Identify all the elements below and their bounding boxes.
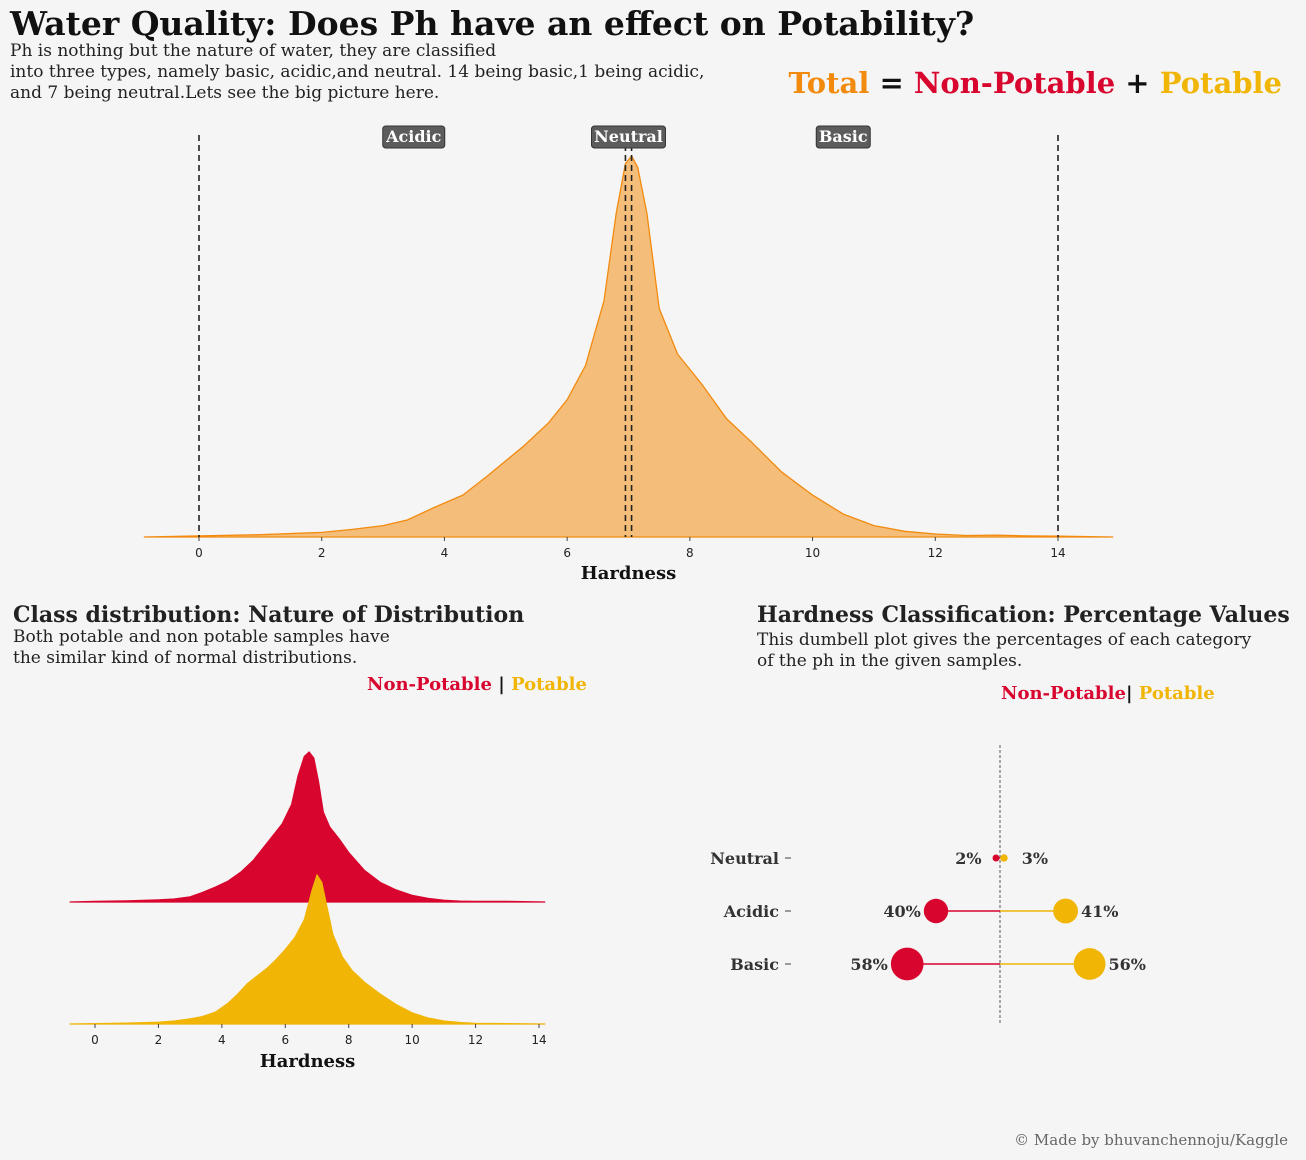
x-tick-label: 10 — [805, 546, 820, 560]
category-badge-acidic — [382, 125, 446, 149]
category-badge-label: Neutral — [594, 127, 663, 146]
ridge-x-tick-label: 6 — [281, 1033, 289, 1047]
x-tick-label: 2 — [318, 546, 326, 560]
dumbbell-dot-non-potable — [923, 898, 949, 924]
ridge-x-tick-label: 2 — [155, 1033, 163, 1047]
dumbbell-legend-potable: Potable — [1138, 683, 1215, 704]
dumbbell-section-subtitle: This dumbell plot gives the percentages … — [757, 630, 1252, 671]
dist-legend-non-potable: Non-Potable — [367, 674, 492, 695]
dumbbell-dot-non-potable — [992, 854, 1000, 862]
x-tick-label: 8 — [686, 546, 694, 560]
dumbbell-section-title: Hardness Classification: Percentage Valu… — [757, 602, 1290, 628]
category-badge-basic — [815, 125, 871, 149]
pct-label-non-potable: 40% — [883, 902, 920, 921]
dist-section-subtitle: Both potable and non potable samples hav… — [13, 627, 390, 668]
pct-label-non-potable: 58% — [850, 955, 887, 974]
formula-non-potable: Non-Potable — [913, 66, 1116, 100]
x-axis-label: Hardness — [581, 563, 677, 584]
dumbbell-dot-potable — [1053, 898, 1079, 924]
x-tick-label: 14 — [1050, 546, 1065, 560]
category-badge-label: Basic — [819, 127, 868, 146]
ridge-x-tick-label: 8 — [345, 1033, 353, 1047]
x-tick-label: 4 — [441, 546, 449, 560]
ridge-x-tick-label: 4 — [218, 1033, 226, 1047]
dist-legend: Non-Potable | Potable — [367, 674, 587, 695]
category-badge-label: Acidic — [385, 127, 442, 146]
dist-section-title: Class distribution: Nature of Distributi… — [13, 602, 525, 628]
page-subtitle: Ph is nothing but the nature of water, t… — [10, 41, 705, 103]
x-tick-label: 6 — [563, 546, 571, 560]
dumbbell-legend-separator: | — [1125, 683, 1133, 704]
pct-label-potable: 41% — [1081, 902, 1118, 921]
dumbbell-legend-non-potable: Non-Potable — [1001, 683, 1126, 704]
x-tick-label: 0 — [195, 546, 203, 560]
category-label-basic: Basic — [730, 955, 779, 974]
dist-legend-separator: | — [498, 674, 505, 695]
formula-total: Total — [788, 66, 870, 100]
non-potable-density-ridge — [69, 751, 546, 903]
dumbbell-dot-potable — [1000, 854, 1008, 862]
pct-label-potable: 56% — [1108, 955, 1145, 974]
ridge-x-axis-label: Hardness — [260, 1051, 356, 1072]
formula-equals: = — [879, 66, 904, 100]
dumbbell-dot-non-potable — [890, 947, 924, 981]
pct-label-potable: 3% — [1022, 849, 1048, 868]
pct-label-non-potable: 2% — [955, 849, 981, 868]
page-title: Water Quality: Does Ph have an effect on… — [10, 4, 975, 43]
credit: © Made by bhuvanchennoju/Kaggle — [1014, 1131, 1288, 1149]
dumbbell-legend: Non-Potable| Potable — [1001, 683, 1215, 704]
total-density-area — [143, 154, 1114, 538]
potable-density-ridge — [69, 873, 546, 1025]
dist-legend-potable: Potable — [511, 674, 587, 695]
formula-legend: Total = Non-Potable + Potable — [789, 66, 1282, 100]
ridge-x-tick-label: 0 — [91, 1033, 99, 1047]
formula-potable: Potable — [1159, 66, 1282, 100]
ridge-x-tick-label: 14 — [531, 1033, 546, 1047]
x-tick-label: 12 — [928, 546, 943, 560]
ridge-x-tick-label: 10 — [405, 1033, 420, 1047]
ridge-x-tick-label: 12 — [468, 1033, 483, 1047]
category-label-neutral: Neutral — [710, 849, 779, 868]
category-badge-neutral — [591, 125, 666, 149]
dumbbell-dot-potable — [1073, 948, 1106, 980]
category-label-acidic: Acidic — [723, 902, 780, 921]
formula-plus: + — [1125, 66, 1150, 100]
